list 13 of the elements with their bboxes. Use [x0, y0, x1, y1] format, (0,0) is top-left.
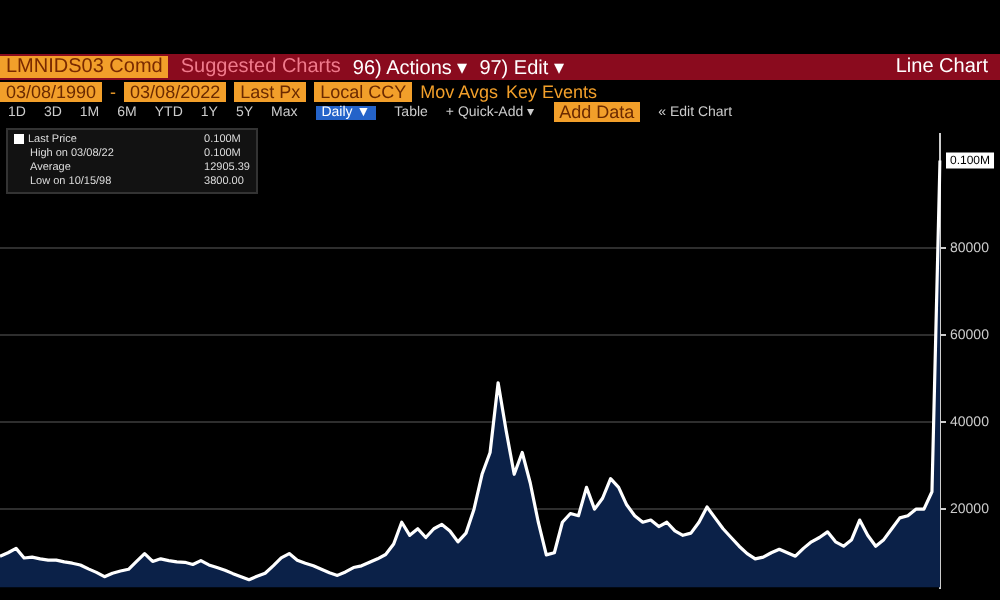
text: 97) Edit ▾ [479, 55, 564, 79]
chart-subtitle: Line Chart [895, 56, 990, 78]
text: Key Events [506, 81, 598, 101]
text: Mov Avgs [420, 81, 498, 101]
text: Add Data [553, 102, 641, 122]
text: 03/08/2022 [124, 81, 227, 101]
text: 96) Actions ▾ [352, 55, 468, 79]
text: Suggested Charts [180, 56, 341, 78]
chart-title: LMNIDS03 Comd [0, 56, 169, 78]
text: Last Px [234, 81, 307, 101]
text: Local CCY [314, 81, 413, 101]
text: 03/08/1990 [0, 81, 103, 101]
text: - [110, 81, 117, 101]
